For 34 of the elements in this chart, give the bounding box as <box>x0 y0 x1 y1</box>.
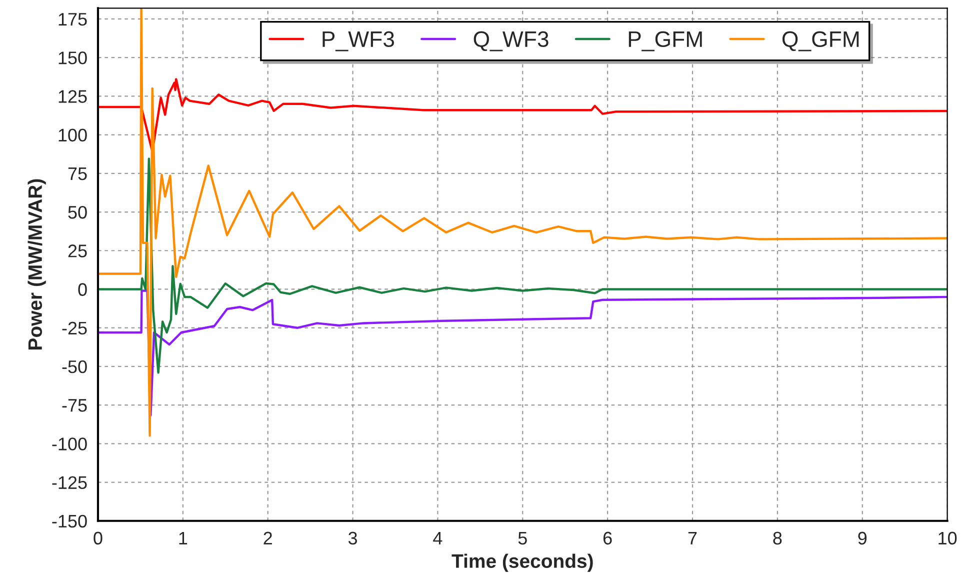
x-tick-label: 5 <box>518 532 527 545</box>
legend-label: P_WF3 <box>322 31 394 52</box>
x-tick-label: 10 <box>938 532 957 545</box>
line-series <box>98 78 948 153</box>
legend-label: Q_GFM <box>782 31 859 52</box>
y-tick-label: 0 <box>78 283 87 296</box>
x-tick-label: 1 <box>179 532 188 544</box>
x-axis-title: Time (seconds) <box>452 554 593 572</box>
x-tick-label: 4 <box>433 532 442 544</box>
y-tick-label: 150 <box>58 52 87 64</box>
x-tick-label: 2 <box>264 532 272 544</box>
line-series <box>98 290 948 417</box>
y-tick-label: 75 <box>68 168 87 180</box>
x-tick-label: 8 <box>773 532 782 545</box>
y-tick-label: -50 <box>62 360 87 374</box>
y-tick-label: 25 <box>68 244 87 258</box>
legend-label: Q_WF3 <box>474 31 548 52</box>
y-tick-label: 125 <box>58 90 87 103</box>
x-tick-label: 6 <box>603 532 612 545</box>
legend-label: P_GFM <box>628 31 702 52</box>
y-axis-title: Power (MW/MVAR) <box>28 179 46 350</box>
y-tick-label: -75 <box>62 399 87 412</box>
y-tick-label: -125 <box>52 476 87 489</box>
y-tick-label: -150 <box>52 514 87 528</box>
y-tick-label: 50 <box>68 206 87 219</box>
line-series <box>98 158 948 374</box>
y-tick-label: -100 <box>52 438 87 450</box>
y-tick-label: -25 <box>62 322 87 335</box>
x-tick-label: 0 <box>94 532 102 545</box>
y-tick-label: 100 <box>58 128 87 142</box>
x-tick-label: 7 <box>688 532 697 544</box>
x-tick-label: 9 <box>858 532 867 545</box>
x-tick-label: 3 <box>348 532 358 545</box>
y-tick-label: 175 <box>58 13 87 26</box>
